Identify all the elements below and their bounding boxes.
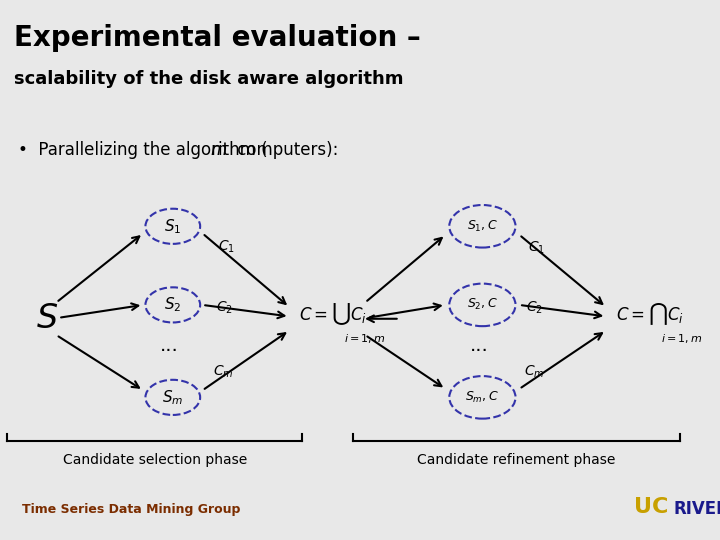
- Text: ...: ...: [160, 336, 179, 355]
- Text: $i=1,m$: $i=1,m$: [661, 332, 703, 345]
- Text: $C = \bigcup C_i$: $C = \bigcup C_i$: [299, 301, 367, 327]
- Text: $S$: $S$: [36, 302, 58, 335]
- Text: $C_1$: $C_1$: [528, 240, 546, 256]
- Text: $S_2, C$: $S_2, C$: [467, 298, 498, 313]
- Text: $S_2$: $S_2$: [164, 295, 181, 314]
- Text: Candidate refinement phase: Candidate refinement phase: [418, 453, 616, 467]
- Text: $C_m$: $C_m$: [524, 363, 544, 380]
- Text: $C = \bigcap C_i$: $C = \bigcap C_i$: [616, 301, 684, 327]
- Text: $C_2$: $C_2$: [526, 300, 543, 316]
- Text: UC: UC: [634, 497, 668, 517]
- Text: $S_1$: $S_1$: [164, 217, 181, 235]
- Text: RIVERSIDE: RIVERSIDE: [673, 500, 720, 518]
- Text: computers):: computers):: [232, 141, 338, 159]
- Text: m: m: [210, 141, 227, 159]
- Text: $C_m$: $C_m$: [213, 363, 233, 380]
- Text: scalability of the disk aware algorithm: scalability of the disk aware algorithm: [14, 70, 404, 88]
- Text: $C_1$: $C_1$: [218, 238, 235, 255]
- Text: $i=1,m$: $i=1,m$: [344, 332, 386, 345]
- Text: $S_m$: $S_m$: [162, 388, 184, 407]
- Text: Candidate selection phase: Candidate selection phase: [63, 453, 247, 467]
- Text: $S_1, C$: $S_1, C$: [467, 219, 498, 234]
- Text: Experimental evaluation –: Experimental evaluation –: [14, 24, 421, 52]
- Text: $C_2$: $C_2$: [216, 300, 233, 316]
- Text: Time Series Data Mining Group: Time Series Data Mining Group: [22, 503, 240, 516]
- Text: •  Parallelizing the algorithm (: • Parallelizing the algorithm (: [18, 141, 268, 159]
- Text: ...: ...: [469, 336, 488, 355]
- Text: $S_m, C$: $S_m, C$: [465, 390, 500, 405]
